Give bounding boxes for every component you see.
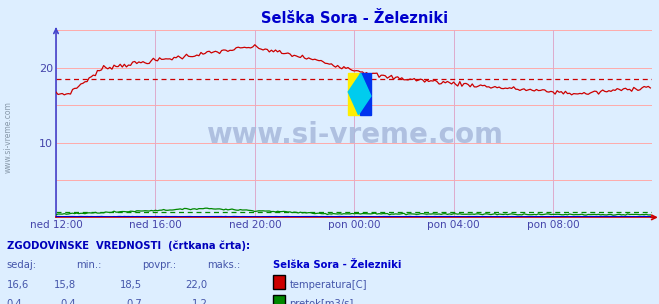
Text: sedaj:: sedaj: [7, 260, 37, 270]
Polygon shape [348, 73, 371, 115]
Text: 15,8: 15,8 [53, 280, 76, 290]
Text: 22,0: 22,0 [185, 280, 208, 290]
Text: min.:: min.: [76, 260, 101, 270]
Bar [360, 73, 371, 115]
Text: povpr.:: povpr.: [142, 260, 176, 270]
Text: temperatura[C]: temperatura[C] [289, 280, 367, 290]
Text: 0,4: 0,4 [7, 299, 22, 304]
Title: Selška Sora - Železniki: Selška Sora - Železniki [261, 12, 447, 26]
Text: ZGODOVINSKE  VREDNOSTI  (črtkana črta):: ZGODOVINSKE VREDNOSTI (črtkana črta): [7, 240, 250, 251]
Text: pretok[m3/s]: pretok[m3/s] [289, 299, 353, 304]
Text: 0,7: 0,7 [126, 299, 142, 304]
Text: 0,4: 0,4 [60, 299, 76, 304]
Text: 1,2: 1,2 [192, 299, 208, 304]
Text: maks.:: maks.: [208, 260, 241, 270]
Text: 16,6: 16,6 [7, 280, 29, 290]
Text: www.si-vreme.com: www.si-vreme.com [3, 101, 13, 173]
Text: 18,5: 18,5 [119, 280, 142, 290]
Bar [348, 73, 360, 115]
Text: www.si-vreme.com: www.si-vreme.com [206, 121, 503, 149]
Text: Selška Sora - Železniki: Selška Sora - Železniki [273, 260, 402, 270]
